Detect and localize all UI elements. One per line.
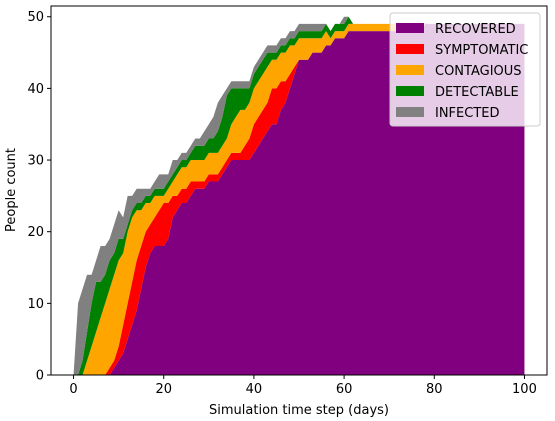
x-axis: 0 20 40 60 80 100 [69,375,537,397]
series-area-contagious [73,23,525,375]
x-tick-label: 60 [336,382,353,397]
legend-swatch-infected [396,107,424,117]
x-tick-label: 100 [512,382,537,397]
legend-swatch-recovered [396,23,424,33]
legend: RECOVERED SYMPTOMATIC CONTAGIOUS DETECTABLE… [389,12,541,127]
y-axis-label: People count [4,148,19,232]
y-tick-label: 40 [27,82,44,97]
legend-label-infected: INFECTED [435,106,500,121]
x-tick-label: 40 [246,382,263,397]
y-tick-label: 50 [27,10,44,25]
legend-box [389,12,541,127]
legend-label-contagious: CONTAGIOUS [435,64,522,79]
legend-swatch-contagious [396,65,424,75]
legend-label-symptomatic: SYMPTOMATIC [435,43,528,58]
x-axis-label: Simulation time step (days) [209,403,389,418]
legend-label-detectable: DETECTABLE [435,85,519,100]
plot-frame [50,5,548,376]
y-tick-label: 0 [36,369,44,384]
x-tick-label: 0 [69,382,77,397]
legend-swatch-symptomatic [396,44,424,54]
y-axis: 0 10 20 30 40 50 [27,10,51,384]
legend-label-recovered: RECOVERED [435,22,516,37]
y-tick-label: 30 [27,154,44,169]
y-tick-label: 20 [27,225,44,240]
legend-swatch-detectable [396,86,424,96]
x-tick-label: 20 [155,382,172,397]
x-tick-label: 80 [426,382,443,397]
y-tick-label: 10 [27,297,44,312]
